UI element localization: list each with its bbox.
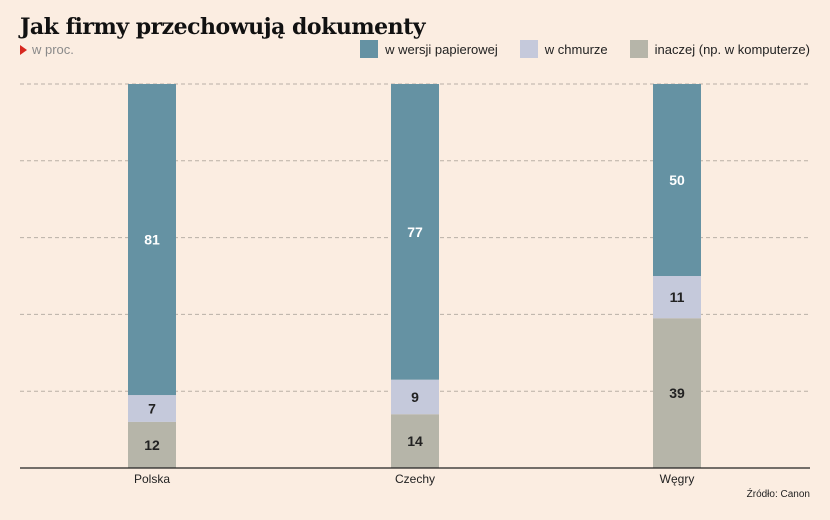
data-label: 11 (670, 289, 685, 305)
data-label: 50 (669, 172, 685, 188)
data-label: 9 (411, 389, 419, 405)
legend-swatch (360, 40, 379, 58)
bar-segment (128, 395, 176, 422)
data-label: 81 (144, 232, 160, 248)
data-label: 77 (407, 224, 423, 240)
bar-segment (128, 421, 176, 468)
legend-swatch (629, 40, 648, 58)
x-tick-label: Czechy (395, 472, 435, 486)
data-label: 7 (148, 400, 156, 416)
legend-item: w chmurze (519, 40, 608, 58)
legend-item: w wersji papierowej (360, 40, 498, 58)
bar-segment (653, 318, 701, 468)
legend-item: inaczej (np. w komputerze) (629, 40, 810, 58)
legend-label: w chmurze (544, 41, 608, 57)
bar-segment (391, 414, 439, 468)
legend-label: w wersji papierowej (385, 41, 498, 57)
data-label: 12 (144, 437, 160, 453)
x-tick-label: Polska (134, 472, 170, 486)
source-note: Źródło: Canon (746, 489, 810, 500)
bar-segment (128, 84, 176, 396)
chart-legend: w wersji papierowej w chmurze inaczej (np.… (338, 40, 810, 58)
subtitle-text: w proc. (32, 42, 74, 57)
chart-title: Jak firmy przechowują dokumenty (20, 14, 426, 40)
bar-segment (653, 276, 701, 319)
chart-subtitle: w proc. (20, 42, 74, 57)
data-label: 14 (407, 433, 423, 449)
legend-label: inaczej (np. w komputerze) (654, 41, 810, 57)
bar-segment (653, 84, 701, 276)
bar-segment (391, 379, 439, 415)
x-tick-label: Węgry (660, 472, 695, 486)
data-label: 39 (669, 385, 685, 401)
bar-segment (391, 84, 439, 380)
triangle-marker-icon (20, 44, 27, 55)
legend-swatch (519, 40, 538, 58)
